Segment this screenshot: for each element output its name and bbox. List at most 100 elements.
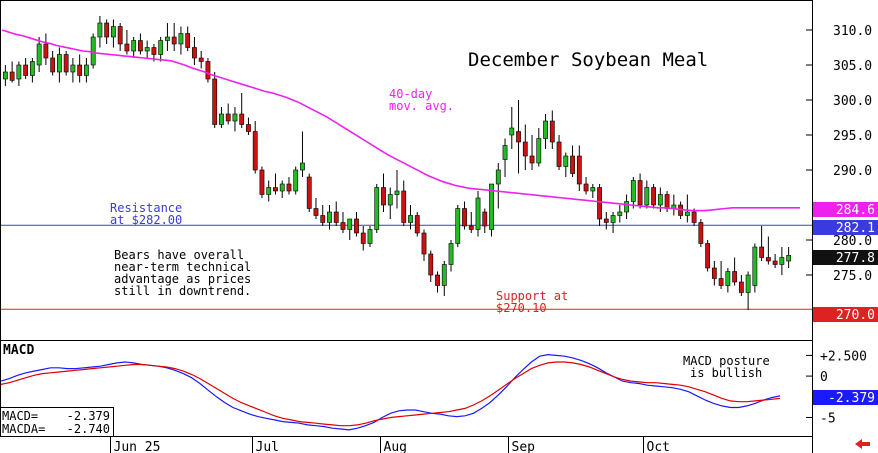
candle-down — [273, 187, 278, 192]
date-tick-label: Oct — [647, 440, 670, 453]
candle-down — [691, 211, 697, 223]
macd-tick-label: 0 — [820, 370, 828, 385]
macd-value-tag: -2.379 — [828, 391, 875, 406]
left-arrow-icon[interactable] — [855, 439, 870, 449]
bears-note-line3: advantage as prices — [114, 272, 251, 286]
candle-down — [576, 155, 582, 185]
bears-note-line4: still in downtrend. — [114, 284, 251, 298]
price-tick-label: 300.0 — [833, 94, 872, 109]
candle-up — [158, 40, 164, 55]
candle-down — [583, 183, 589, 192]
candle-down — [360, 232, 366, 244]
candle-up — [630, 180, 636, 202]
macd-readout-box — [0, 407, 114, 437]
candle-up — [502, 145, 508, 160]
candle-up — [455, 208, 461, 244]
support-price-tag-bg — [813, 307, 878, 322]
candle-down — [732, 271, 737, 283]
candle-down — [421, 232, 427, 255]
candle-down — [185, 33, 191, 48]
candle-down — [124, 43, 130, 52]
candle-up — [779, 257, 785, 265]
candle-down — [205, 61, 211, 80]
macd-value-tag-bg — [813, 390, 878, 405]
candle-up — [752, 246, 758, 286]
macd-y-axis: +2.500 0 -5 — [806, 349, 867, 426]
candle-up — [90, 36, 96, 66]
macd-tick-label: -5 — [820, 411, 836, 426]
candle-up — [293, 169, 299, 192]
candle-down — [556, 141, 562, 167]
candle-up — [610, 215, 616, 223]
candle-down — [225, 113, 231, 122]
price-tick-label: 295.0 — [833, 129, 872, 144]
candle-up — [590, 187, 596, 192]
price-y-axis: 310.0 305.0 300.0 295.0 290.0 280.0 275.0 — [806, 24, 872, 284]
candle-up — [347, 218, 353, 230]
resistance-label-line1: Resistance — [110, 201, 182, 215]
candle-down — [711, 267, 717, 279]
price-tick-label: 305.0 — [833, 59, 872, 74]
candle-up — [684, 211, 690, 216]
candle-down — [259, 169, 265, 195]
candle-down — [212, 78, 218, 125]
macd-note-line1: MACD posture — [683, 354, 770, 368]
candle-up — [644, 187, 650, 206]
candle-down — [401, 190, 407, 223]
resistance-price-tag-bg — [813, 220, 878, 235]
candle-down — [570, 155, 575, 174]
candle-up — [624, 201, 629, 213]
last-price-tag: 277.8 — [836, 251, 875, 266]
macda-line — [0, 361, 781, 427]
date-tick-label: Aug — [384, 440, 407, 453]
candle-down — [516, 131, 521, 143]
candle-down — [698, 222, 704, 244]
candle-down — [354, 218, 359, 234]
macda-readout-value: -2.740 — [67, 422, 110, 436]
ma-price-tag: 284.6 — [836, 203, 875, 218]
candle-up — [279, 183, 285, 192]
candle-down — [9, 71, 15, 81]
date-tick-label: Jul — [256, 440, 279, 453]
candle-up — [475, 197, 481, 230]
ma-price-tag-bg — [813, 202, 878, 217]
support-label-line2: $270.10 — [496, 301, 547, 315]
candle-down — [77, 64, 83, 76]
candle-down — [549, 120, 555, 143]
candle-down — [171, 36, 177, 45]
candle-down — [482, 211, 488, 227]
candle-down — [664, 194, 670, 209]
candle-down — [151, 47, 157, 55]
candle-down — [239, 113, 245, 125]
candle-down — [738, 281, 744, 293]
candle-up — [495, 169, 501, 185]
candle-down — [428, 253, 434, 276]
candle-up — [387, 194, 393, 206]
candle-down — [50, 57, 56, 73]
candle-down — [246, 124, 251, 132]
candle-up — [563, 155, 569, 167]
price-tick-label: 280.0 — [833, 234, 872, 249]
candle-down — [306, 176, 312, 209]
candle-up — [617, 211, 623, 216]
candle-up — [300, 162, 305, 171]
candle-down — [43, 43, 49, 59]
candle-down — [462, 208, 467, 227]
candle-up — [2, 71, 8, 80]
candle-down — [759, 246, 765, 258]
macda-readout-label: MACDA= — [2, 422, 45, 436]
price-tick-label: 310.0 — [833, 24, 872, 39]
macd-tick-label: +2.500 — [820, 349, 867, 364]
candle-down — [104, 22, 110, 38]
date-x-axis: Jun 25 Jul Aug Sep Oct — [110, 437, 670, 453]
candle-up — [16, 64, 22, 80]
moving-average — [1, 29, 800, 212]
date-tick-label: Jun 25 — [114, 440, 161, 453]
candle-up — [489, 183, 494, 230]
candle-up — [29, 61, 35, 76]
candle-up — [232, 113, 238, 122]
candle-down — [286, 183, 292, 192]
candle-down — [522, 141, 528, 157]
macd-panel-title: MACD — [3, 343, 34, 358]
